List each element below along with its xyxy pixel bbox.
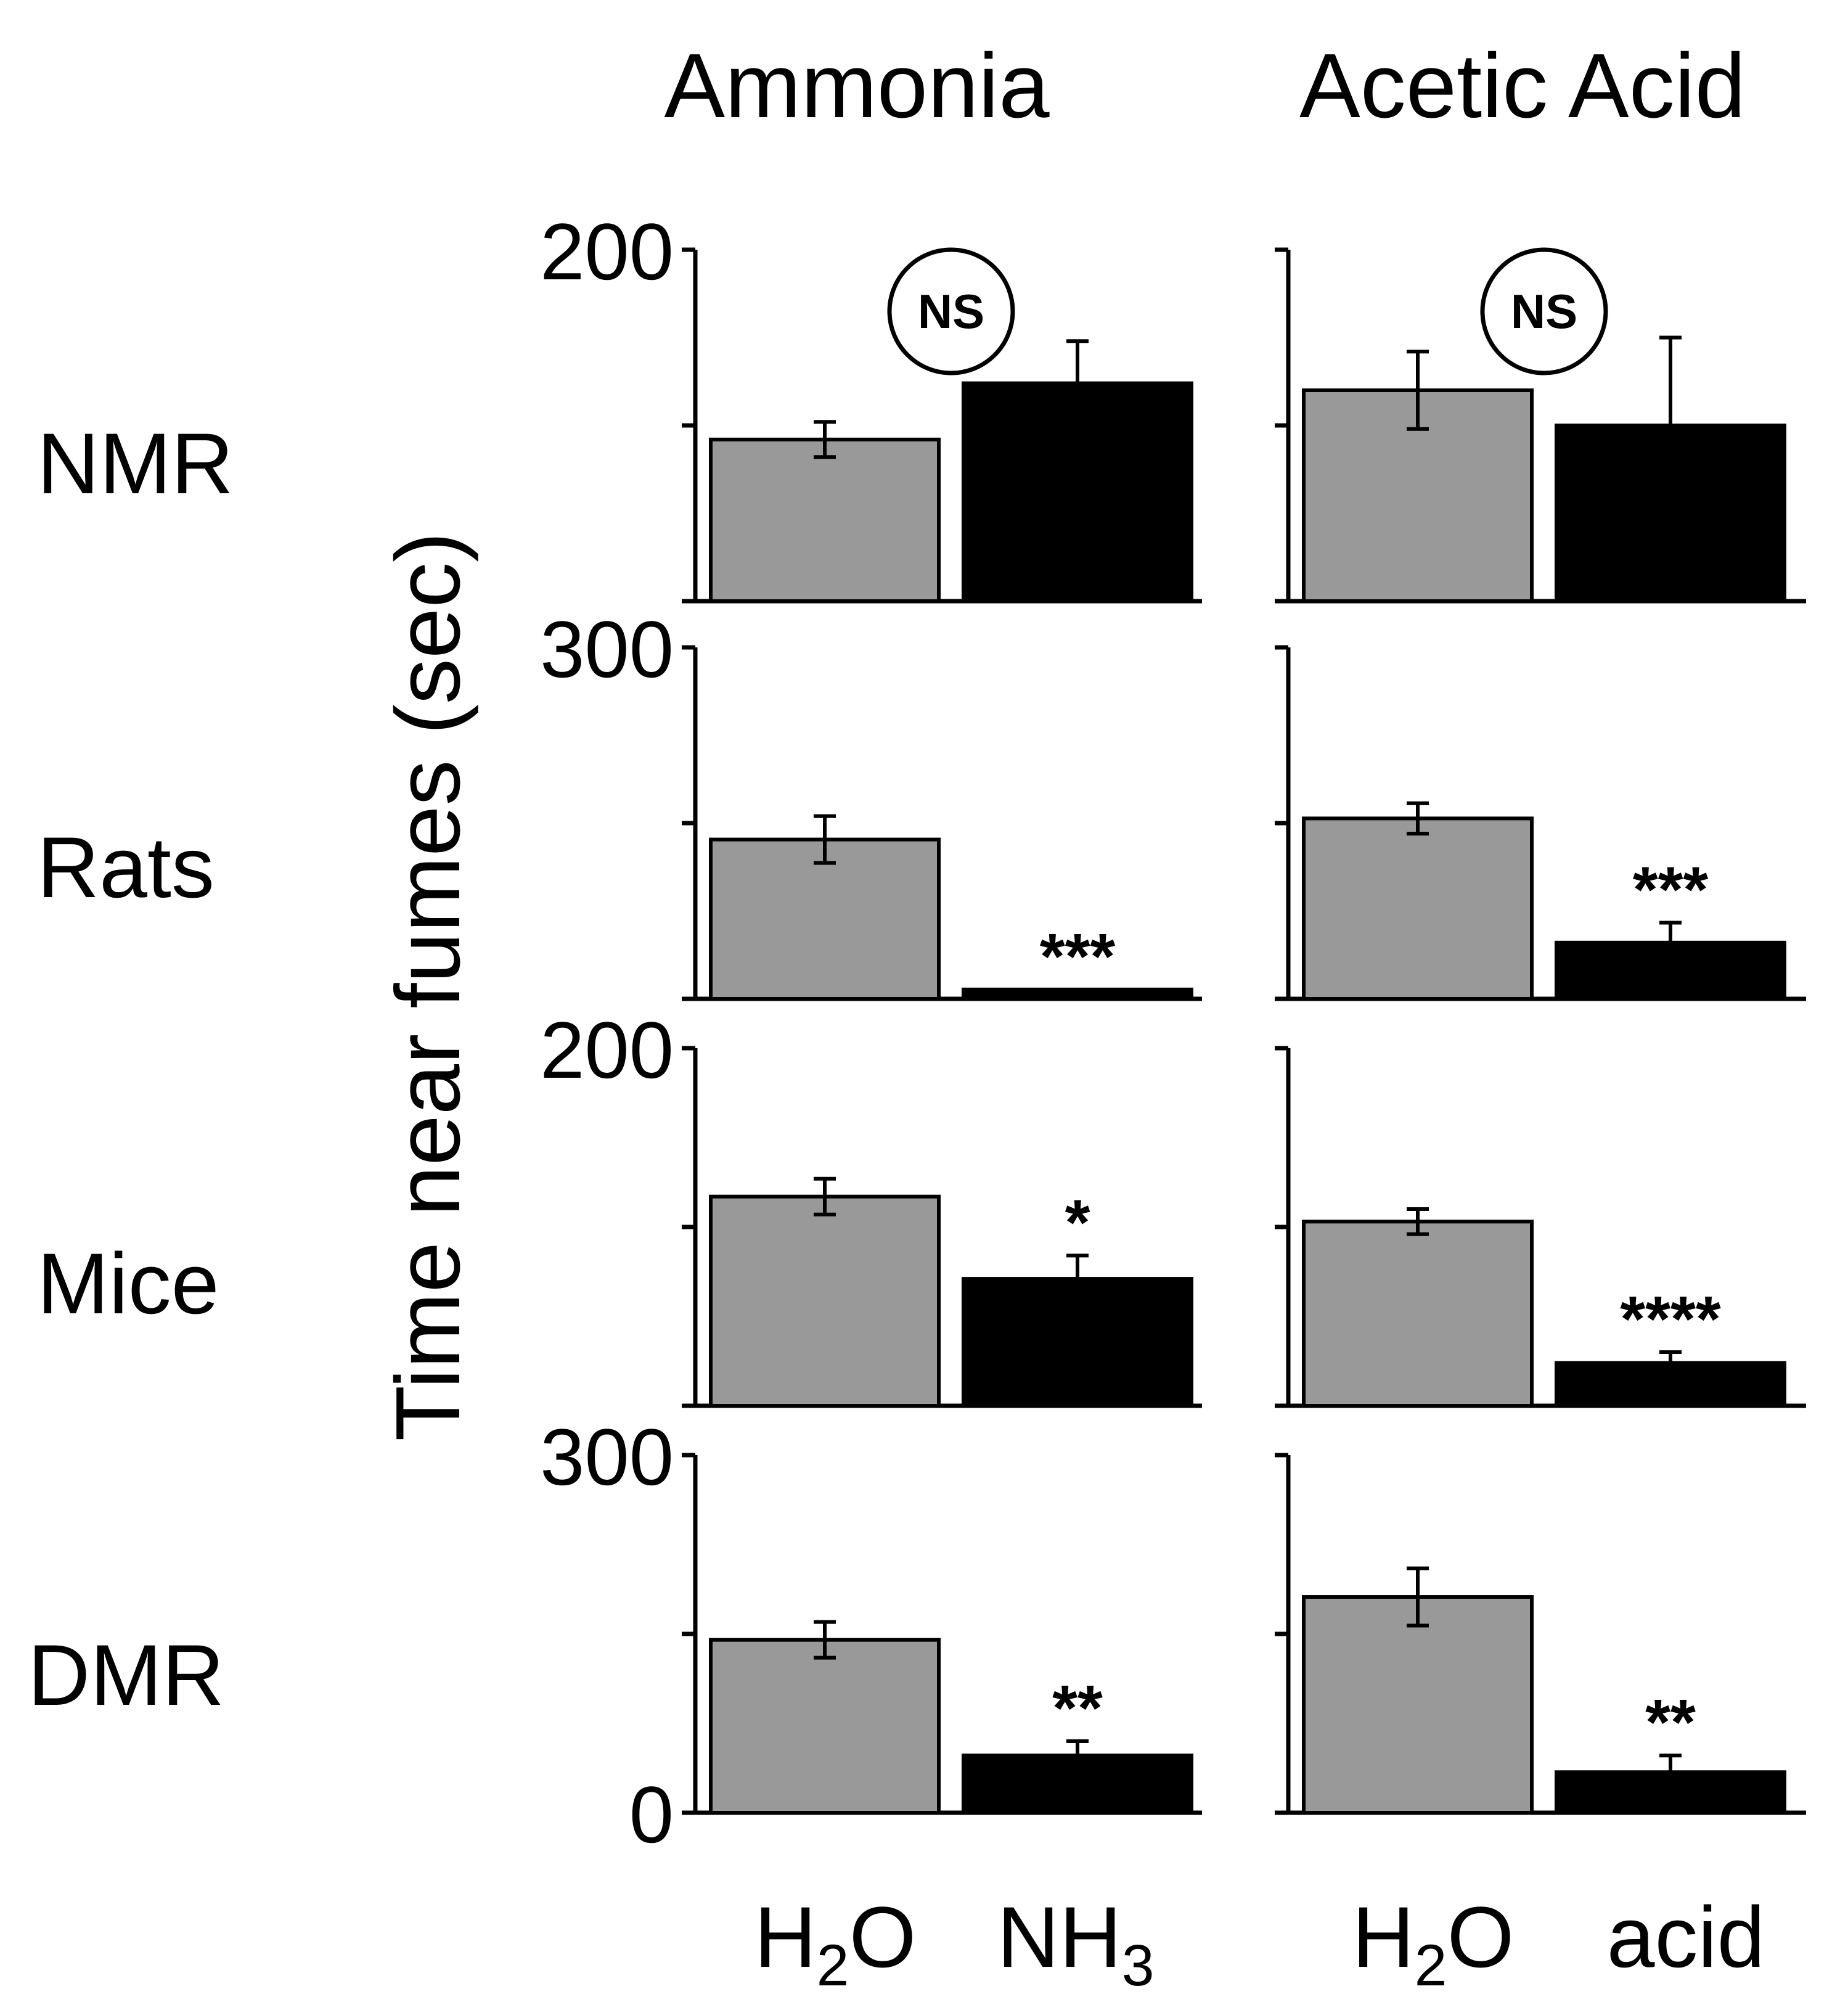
y-axis-label: Time near fumes (sec) [377, 532, 479, 1442]
ns-circle [887, 247, 1015, 375]
error-bar [814, 814, 836, 865]
bar-control [1302, 816, 1534, 1001]
bar-control [709, 1194, 941, 1408]
y-tick-label: 300 [540, 1412, 674, 1502]
significance-stars: ** [1052, 1672, 1103, 1744]
error-bar [814, 1176, 836, 1216]
panel-nmr-ammonia: 200 NS [540, 207, 1202, 604]
y-tick-label: 200 [540, 1005, 674, 1095]
x-category-label: H2O [1352, 1889, 1515, 1998]
bar-treatment [962, 381, 1193, 603]
significance-label: NS [918, 284, 984, 338]
y-tick-label: 200 [540, 207, 674, 297]
column-title-ammonia: Ammonia [664, 35, 1050, 137]
ns-circle [1480, 247, 1608, 375]
bar-treatment [1555, 424, 1786, 603]
error-bar [1659, 921, 1682, 943]
y-tick-label: 300 [540, 604, 674, 694]
significance-stars: ** [1645, 1686, 1696, 1758]
x-category-label: acid [1607, 1889, 1765, 1985]
panel-mice-ammonia: 200 * [540, 1005, 1202, 1408]
bar-control [1302, 1595, 1534, 1815]
bar-treatment [962, 1277, 1193, 1408]
significance-stars: *** [1040, 921, 1116, 993]
error-bar [1407, 350, 1429, 431]
error-bar [814, 420, 836, 459]
panel-rats-acetic-acid: *** [1275, 645, 1806, 1001]
significance-label: NS [1511, 284, 1577, 338]
bar-control [709, 1638, 941, 1815]
x-axis-labels: H2O NH3 H2O acid [754, 1889, 1765, 1998]
bar-treatment [1555, 940, 1786, 1001]
row-label-nmr: NMR [37, 415, 234, 512]
bar-control [1302, 1220, 1534, 1408]
row-label-dmr: DMR [28, 1627, 224, 1723]
error-bar [1659, 1350, 1682, 1363]
y-tick-label: 0 [629, 1770, 674, 1860]
significance-stars: **** [1620, 1283, 1721, 1355]
x-category-label: NH3 [997, 1889, 1154, 1998]
significance-stars: * [1065, 1186, 1090, 1258]
error-bar [1066, 1739, 1089, 1756]
error-bar [1407, 801, 1429, 836]
bar-treatment [962, 987, 1193, 1001]
bar-control [709, 837, 941, 1001]
panel-dmr-acetic-acid: ** [1275, 1453, 1806, 1815]
column-title-acetic-acid: Acetic Acid [1299, 35, 1746, 137]
error-bar [1659, 335, 1682, 425]
error-bar [814, 1620, 836, 1660]
row-labels: NMR Rats Mice DMR [28, 415, 234, 1723]
row-label-mice: Mice [37, 1235, 219, 1332]
error-bar [1066, 1253, 1089, 1279]
error-bar [1407, 1207, 1429, 1236]
bar-control [709, 437, 941, 603]
significance-stars: *** [1633, 854, 1709, 926]
panel-dmr-ammonia: 300 0 ** [540, 1412, 1202, 1860]
panel-mice-acetic-acid: **** [1275, 1046, 1806, 1408]
error-bar [1066, 339, 1089, 384]
panel-rats-ammonia: 300 *** [540, 604, 1202, 1001]
bar-treatment [962, 1754, 1193, 1815]
row-label-rats: Rats [37, 819, 215, 916]
x-category-label: H2O [754, 1889, 917, 1998]
error-bar [1659, 1754, 1682, 1773]
bar-treatment [1555, 1770, 1786, 1815]
panel-nmr-acetic-acid: NS [1275, 247, 1806, 604]
bar-treatment [1555, 1361, 1786, 1408]
column-titles: Ammonia Acetic Acid [664, 35, 1746, 137]
error-bar [1407, 1566, 1429, 1628]
